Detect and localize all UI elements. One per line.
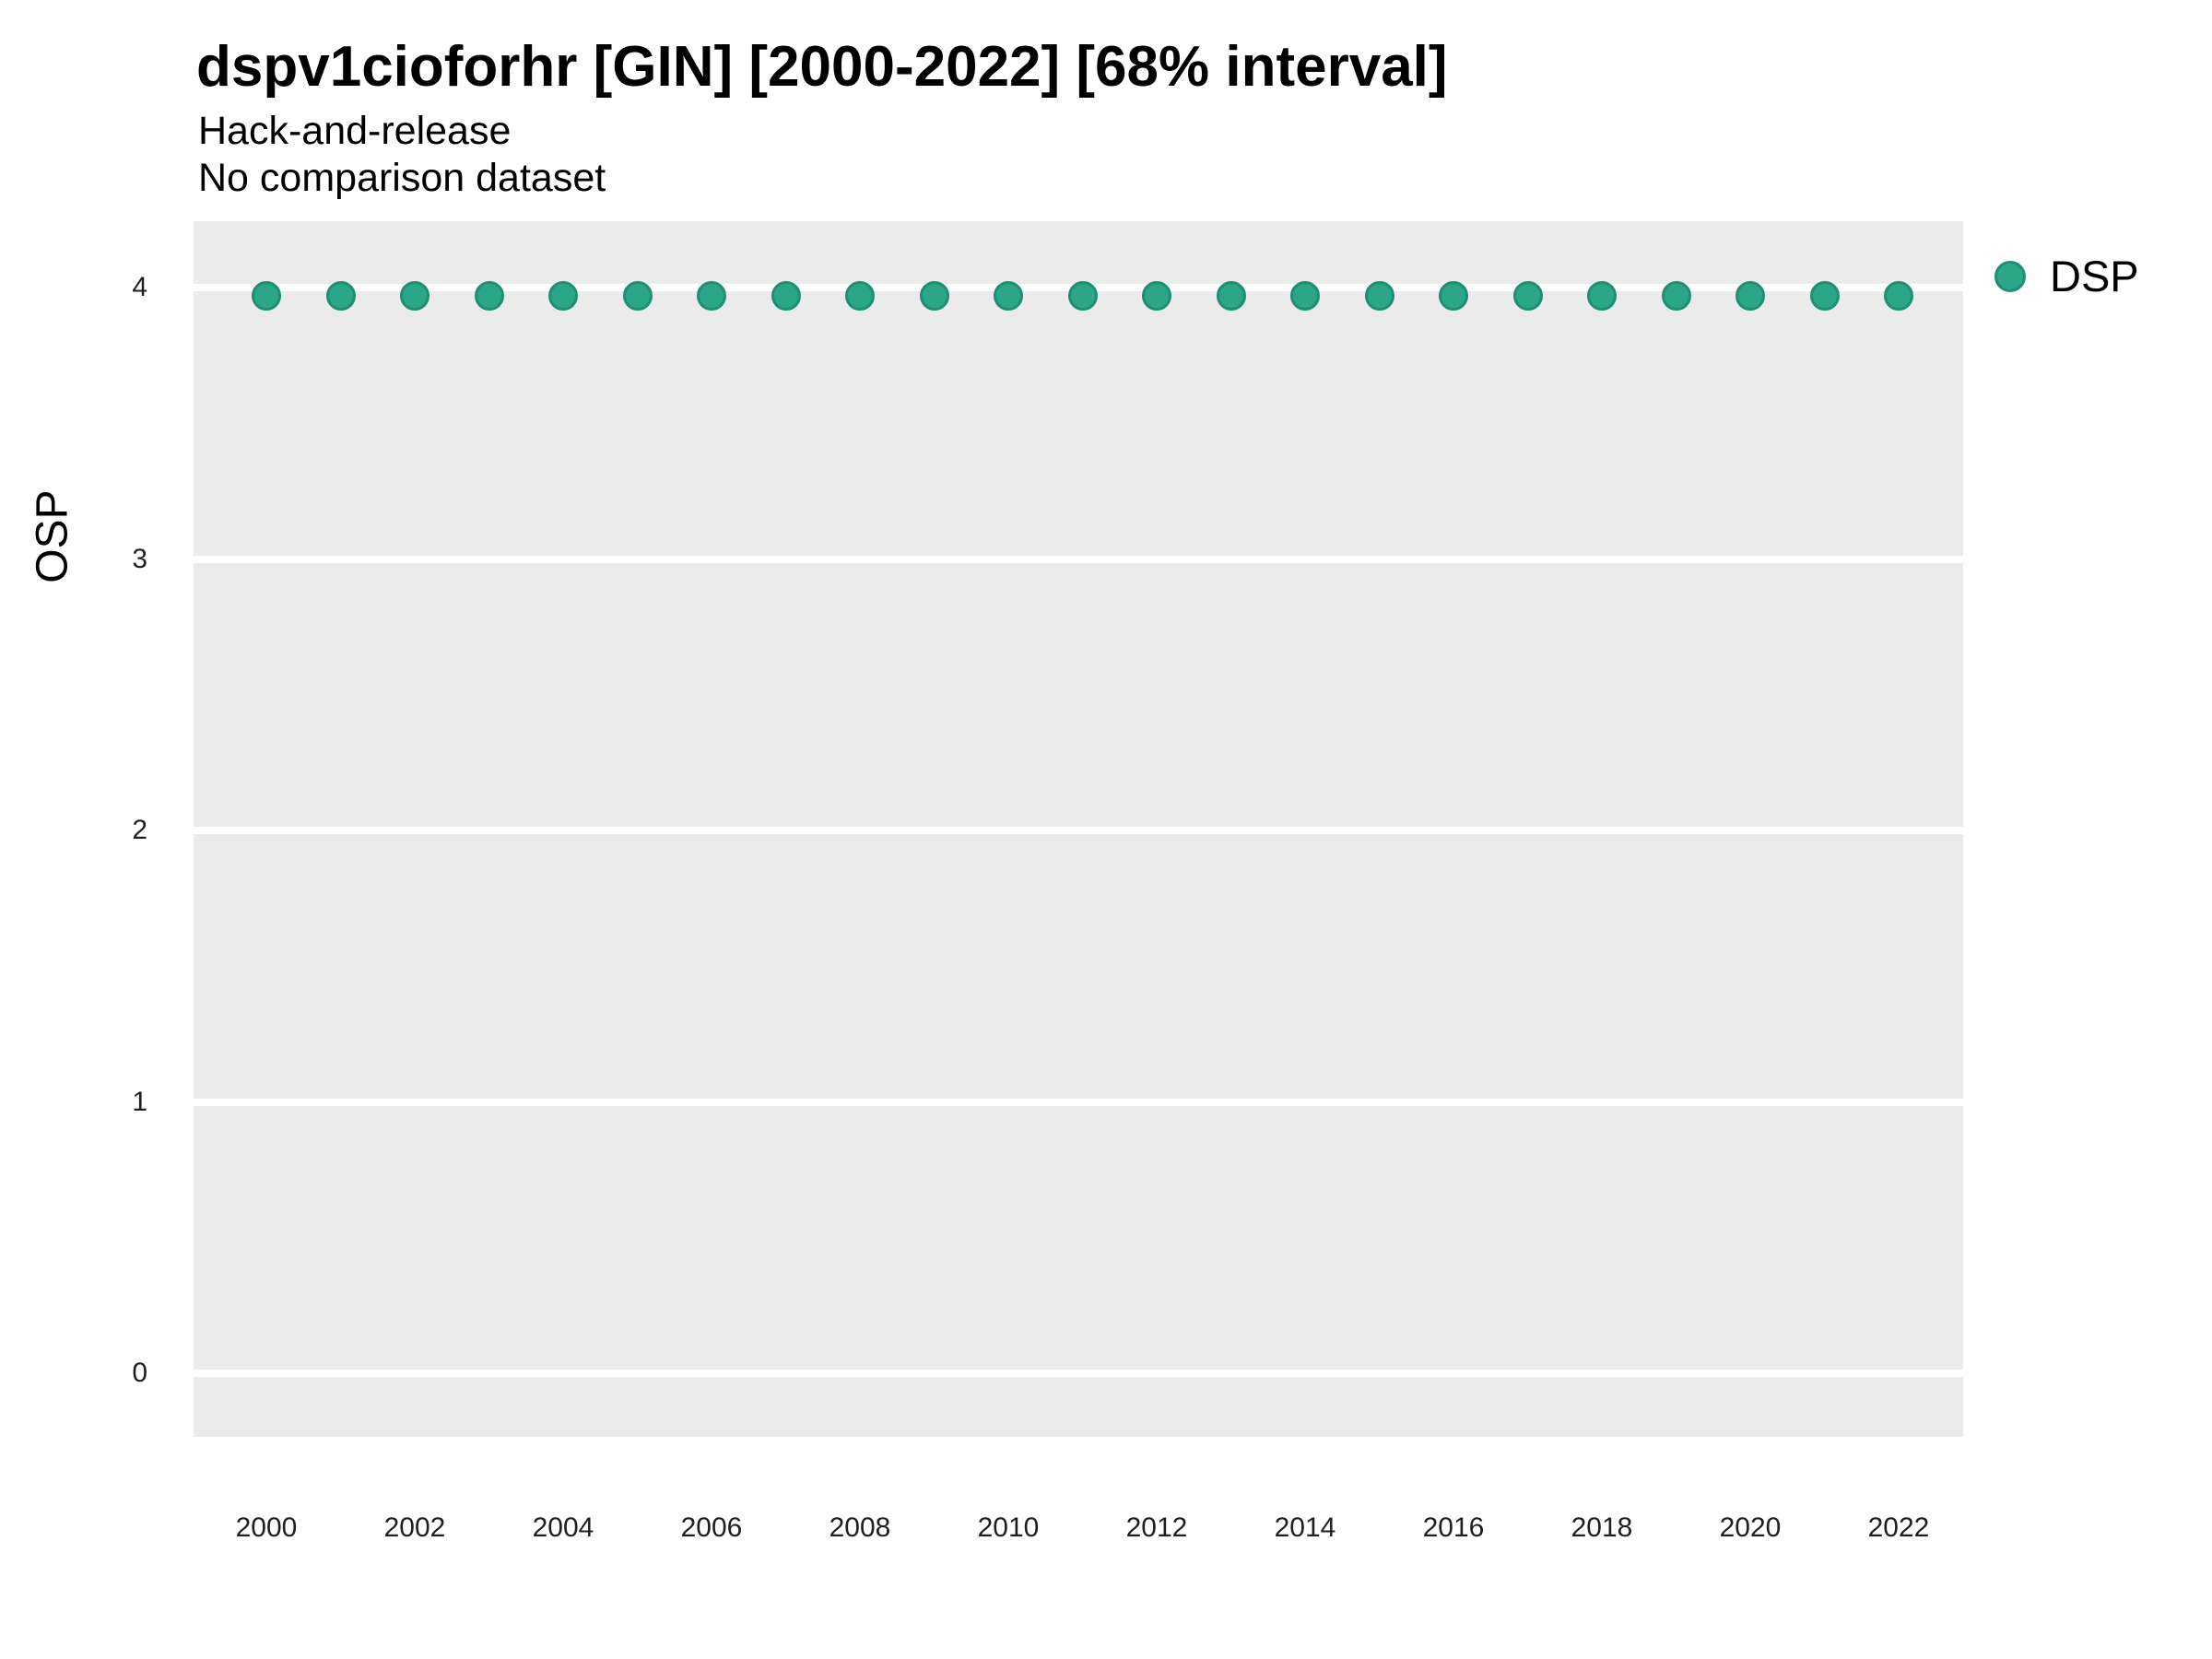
plot-panel xyxy=(194,221,1963,1437)
y-tick-label-3: 3 xyxy=(132,543,147,574)
data-point-dsp-2012 xyxy=(1142,280,1171,311)
data-point-dsp-2016 xyxy=(1439,280,1468,311)
chart-note: No comparison dataset xyxy=(198,156,606,200)
data-point-dsp-2006 xyxy=(697,280,726,311)
data-point-dsp-2009 xyxy=(919,280,949,311)
data-point-dsp-2005 xyxy=(622,280,653,311)
x-tick-label-2008: 2008 xyxy=(829,1512,891,1543)
x-tick-label-2010: 2010 xyxy=(977,1512,1040,1543)
legend-swatch-dsp xyxy=(1994,261,2026,292)
data-point-dsp-2002 xyxy=(400,280,429,311)
y-tick-label-4: 4 xyxy=(132,272,147,302)
data-point-dsp-2020 xyxy=(1735,280,1765,311)
chart-title: dspv1cioforhr [GIN] [2000-2022] [68% int… xyxy=(196,35,1448,99)
data-point-dsp-2010 xyxy=(994,280,1023,311)
y-tick-label-0: 0 xyxy=(132,1358,147,1388)
data-point-dsp-2019 xyxy=(1661,280,1691,311)
gridline-y-2 xyxy=(194,827,1963,834)
legend-label: DSP xyxy=(2050,252,2139,300)
x-tick-label-2006: 2006 xyxy=(680,1512,743,1543)
gridline-y-3 xyxy=(194,555,1963,563)
data-point-dsp-2022 xyxy=(1884,280,1913,311)
x-tick-label-2004: 2004 xyxy=(532,1512,594,1543)
data-point-dsp-2021 xyxy=(1809,280,1840,311)
chart-subtitle: Hack-and-release xyxy=(198,109,512,153)
x-tick-label-2022: 2022 xyxy=(1867,1512,1930,1543)
data-point-dsp-2014 xyxy=(1290,280,1320,311)
data-point-dsp-2008 xyxy=(845,280,875,311)
x-tick-label-2014: 2014 xyxy=(1274,1512,1336,1543)
gridline-y-1 xyxy=(194,1098,1963,1106)
data-point-dsp-2007 xyxy=(771,280,801,311)
data-point-dsp-2018 xyxy=(1587,280,1617,311)
data-point-dsp-2017 xyxy=(1512,280,1543,311)
data-point-dsp-2015 xyxy=(1364,280,1394,311)
data-point-dsp-2003 xyxy=(474,280,504,311)
data-point-dsp-2011 xyxy=(1067,280,1098,311)
y-tick-label-2: 2 xyxy=(132,815,147,845)
x-tick-label-2016: 2016 xyxy=(1422,1512,1485,1543)
data-point-dsp-2013 xyxy=(1216,280,1246,311)
x-tick-label-2002: 2002 xyxy=(383,1512,446,1543)
x-tick-label-2012: 2012 xyxy=(1125,1512,1188,1543)
x-tick-label-2018: 2018 xyxy=(1571,1512,1633,1543)
gridline-y-0 xyxy=(194,1370,1963,1377)
data-point-dsp-2001 xyxy=(325,280,356,311)
x-tick-label-2000: 2000 xyxy=(235,1512,298,1543)
data-point-dsp-2004 xyxy=(548,280,578,311)
x-tick-label-2020: 2020 xyxy=(1719,1512,1782,1543)
y-tick-label-1: 1 xyxy=(132,1086,147,1117)
data-point-dsp-2000 xyxy=(252,280,281,311)
